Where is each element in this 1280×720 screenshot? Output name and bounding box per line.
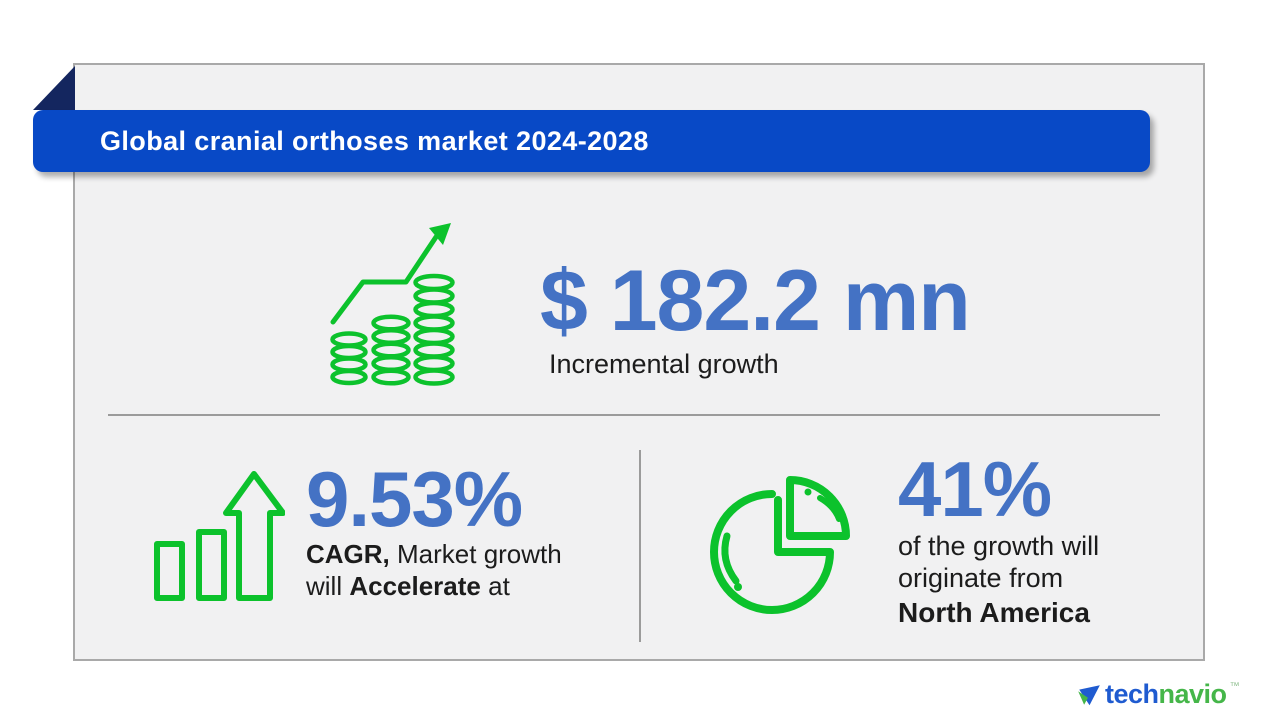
incremental-growth-value: $ 182.2 mn [540, 253, 971, 349]
incremental-growth-label: Incremental growth [549, 349, 779, 379]
pie-chart-icon [710, 476, 850, 614]
cagr-label: CAGR, Market growth will Accelerate at [306, 539, 562, 601]
page-title: Global cranial orthoses market 2024-2028 [100, 125, 649, 156]
technavio-logo: technavio ™ [1076, 679, 1240, 710]
trademark-symbol: ™ [1229, 681, 1240, 692]
regional-growth-label: of the growth will originate from North … [898, 531, 1100, 628]
regional-growth-value: 41% [898, 445, 1052, 533]
title-banner: Global cranial orthoses market 2024-2028 [33, 110, 1150, 172]
coins-growth-icon [330, 223, 455, 386]
bar-chart-arrow-icon [154, 471, 285, 601]
accelerate-label: Accelerate [349, 571, 481, 601]
vertical-divider [639, 450, 641, 642]
cagr-value: 9.53% [306, 455, 523, 543]
region-name: North America [898, 597, 1090, 628]
horizontal-divider [108, 414, 1160, 416]
ribbon-fold [33, 66, 75, 110]
logo-wordmark: technavio [1105, 679, 1227, 709]
cagr-label-bold: CAGR, [306, 539, 390, 569]
technavio-logo-icon [1078, 684, 1100, 705]
